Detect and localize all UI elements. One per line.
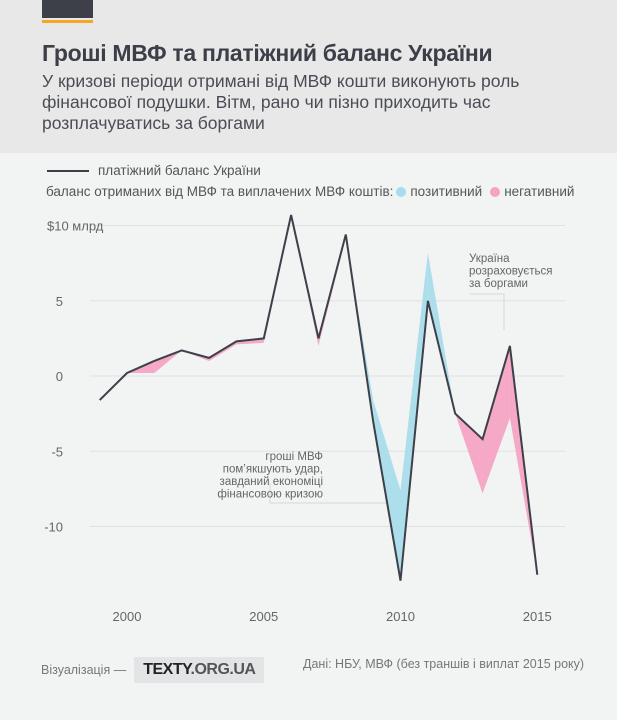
legend-area-prefix: баланс отриманих від МВФ та виплачених М… (46, 184, 394, 199)
page-title: Гроші МВФ та платіжний баланс України (42, 40, 493, 66)
annotation-debts-line: за боргами (469, 278, 528, 290)
negative-dot-icon (490, 186, 501, 197)
annotation-bracket (269, 483, 393, 504)
viz-label: Візуалізація — (41, 663, 127, 677)
line-swatch-icon (47, 169, 89, 172)
footer-credit: Візуалізація — TEXTY.ORG.UA (41, 657, 265, 683)
negative-area (181, 350, 210, 361)
brand-domain: .ORG.UA (190, 661, 256, 678)
annotation-crisis-line: фінансовою кризою (217, 489, 323, 501)
legend-line-label: платіжний баланс України (98, 163, 261, 178)
annotation-debts-line: Україна (469, 253, 510, 265)
legend-line: платіжний баланс України (47, 163, 261, 178)
x-tick-label: 2015 (523, 609, 552, 624)
y-tick-label: 5 (56, 294, 63, 309)
annotation-crisis-line: завданий економіці (220, 476, 323, 488)
brand-logo[interactable]: TEXTY.ORG.UA (134, 657, 265, 683)
positive-area (400, 252, 428, 581)
logo-accent-bar (42, 20, 93, 23)
annotation-debts-line: розраховується (469, 266, 552, 278)
balance-line (98, 214, 539, 581)
y-tick-label: 0 (56, 369, 63, 384)
legend-negative-label: негативний (504, 184, 575, 199)
x-tick-label: 2010 (386, 609, 415, 624)
annotation-crisis-line: пом’якшують удар, (223, 464, 323, 476)
positive-dot-icon (396, 186, 407, 197)
header: Гроші МВФ та платіжний баланс України У … (0, 0, 617, 153)
negative-area (154, 350, 182, 373)
annotation-crisis-line: гроші МВФ (265, 451, 323, 463)
source-note: Дані: НБУ, МВФ (без траншів і виплат 201… (303, 657, 585, 671)
y-tick-label: -10 (44, 520, 63, 535)
legend-positive-label: позитивний (410, 184, 483, 199)
page-subtitle: У кризові періоди отримані від МВФ кошти… (42, 71, 520, 133)
x-tick-label: 2005 (249, 609, 278, 624)
negative-area (482, 345, 510, 494)
positive-area (427, 252, 456, 414)
x-tick-label: 2000 (113, 609, 142, 624)
annotation-bracket (470, 293, 505, 330)
logo-block (42, 0, 93, 18)
brand-main: TEXTY (143, 661, 191, 678)
legend-area: баланс отриманих від МВФ та виплачених М… (46, 184, 574, 199)
y-tick-label: $10 млрд (47, 219, 104, 234)
y-tick-label: -5 (51, 444, 63, 459)
